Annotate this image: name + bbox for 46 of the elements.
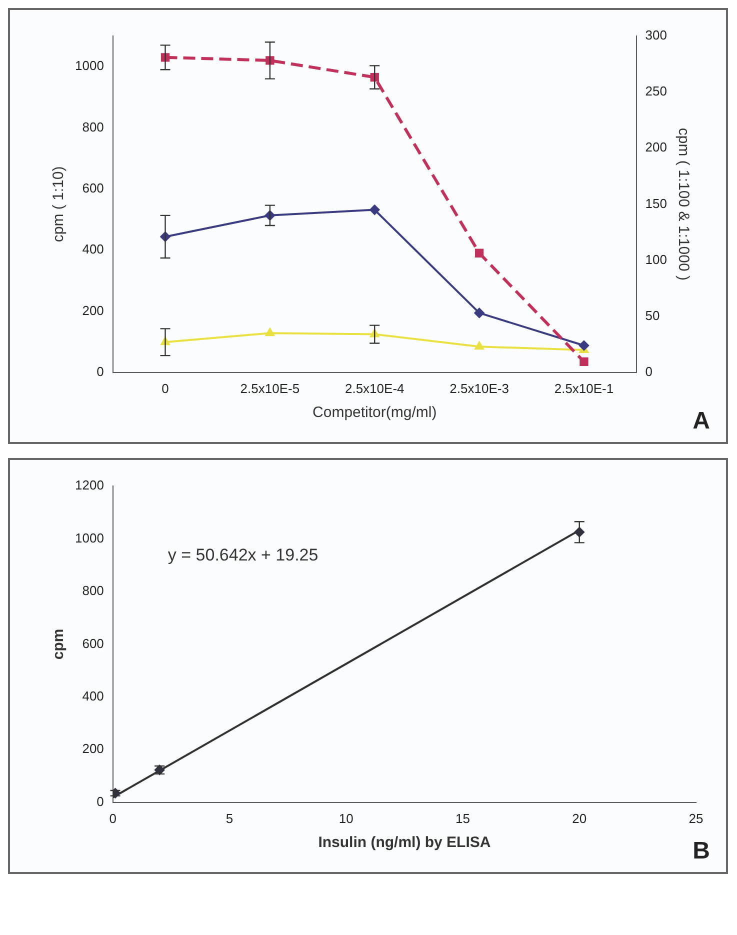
x-axis-title: Insulin (ng/ml) by ELISA xyxy=(318,834,491,852)
x-tick-label: 2.5x10E-5 xyxy=(240,380,300,396)
point xyxy=(580,357,588,366)
y2-tick-label: 0 xyxy=(645,364,653,379)
y-tick-label: 0 xyxy=(96,364,104,379)
y2-tick-label: 200 xyxy=(645,140,668,155)
y-tick-label: 600 xyxy=(82,180,104,196)
point xyxy=(578,340,589,350)
y-tick-label: 400 xyxy=(82,242,104,257)
point xyxy=(474,342,484,350)
y-tick-label: 600 xyxy=(82,636,104,651)
y-tick-label: 800 xyxy=(82,583,104,598)
y-tick-label: 1200 xyxy=(75,478,104,493)
y-tick-label: 1000 xyxy=(75,58,104,74)
point xyxy=(474,308,484,318)
x-tick-label: 20 xyxy=(572,810,587,826)
y-axis-title: cpm ( 1:10) xyxy=(50,166,68,242)
x-tick-label: 10 xyxy=(338,810,354,826)
y-axis-title: cpm xyxy=(50,628,68,660)
text: B xyxy=(692,838,710,865)
x-tick-label: 25 xyxy=(688,810,704,826)
y-tick-label: 200 xyxy=(82,302,104,318)
y2-tick-label: 50 xyxy=(645,308,660,323)
annotation: y = 50.642x + 19.25 xyxy=(168,546,318,565)
x-tick-label: 0 xyxy=(109,810,117,826)
y2-axis-title: cpm ( 1:100 & 1:1000 ) xyxy=(674,128,692,280)
text: A xyxy=(692,408,710,435)
y-tick-label: 0 xyxy=(96,794,104,809)
x-tick-label: 15 xyxy=(456,810,470,826)
y-tick-label: 400 xyxy=(82,688,104,704)
y2-tick-label: 100 xyxy=(645,252,668,267)
x-tick-label: 5 xyxy=(226,810,234,826)
point xyxy=(265,328,274,336)
x-tick-label: 2.5x10E-4 xyxy=(344,380,404,396)
y2-tick-label: 150 xyxy=(645,196,668,211)
x-axis-title: Competitor(mg/ml) xyxy=(312,404,437,422)
point xyxy=(370,204,380,215)
y-tick-label: 800 xyxy=(82,119,104,134)
y2-tick-label: 250 xyxy=(645,84,668,99)
x-tick-label: 2.5x10E-3 xyxy=(450,380,509,396)
y-tick-label: 1000 xyxy=(75,530,104,546)
y-tick-label: 200 xyxy=(82,741,104,756)
point xyxy=(474,248,484,258)
x-tick-label: 2.5x10E-1 xyxy=(554,380,614,396)
x-tick-label: 0 xyxy=(162,380,169,396)
y2-tick-label: 300 xyxy=(645,28,668,43)
